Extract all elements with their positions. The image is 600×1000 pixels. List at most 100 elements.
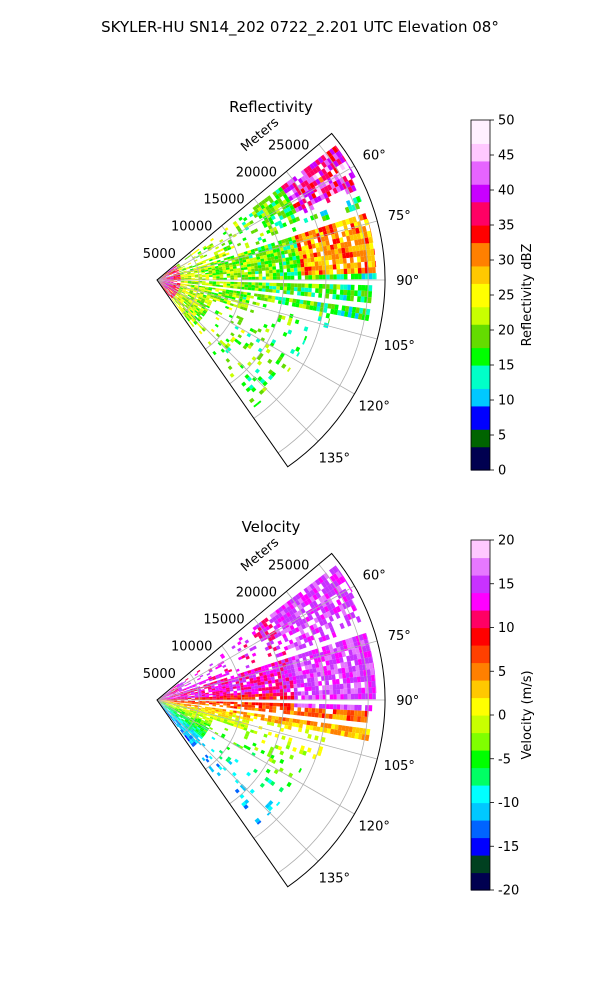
- data-cell: [176, 723, 180, 727]
- data-cell: [186, 313, 190, 317]
- data-cell: [290, 348, 296, 355]
- colorbar-tick-label: 35: [498, 219, 515, 234]
- data-cell: [340, 242, 345, 249]
- data-cell: [269, 705, 273, 710]
- data-cell: [261, 708, 266, 712]
- data-cell: [308, 695, 313, 700]
- data-cell: [209, 702, 213, 705]
- data-cell: [263, 677, 268, 682]
- data-cell: [243, 307, 248, 311]
- data-cell: [307, 712, 312, 717]
- data-cell: [332, 679, 337, 685]
- data-cell: [185, 291, 189, 294]
- colorbar-segment: [471, 586, 490, 594]
- data-cell: [313, 721, 318, 727]
- data-cell: [294, 627, 300, 633]
- data-cell: [280, 659, 286, 664]
- data-cell: [350, 688, 355, 694]
- data-cell: [201, 274, 206, 277]
- data-cell: [298, 749, 304, 755]
- data-cell: [345, 638, 351, 645]
- data-cell: [204, 728, 209, 732]
- data-cell: [325, 284, 330, 290]
- data-cell: [198, 261, 203, 264]
- data-cell: [194, 672, 199, 676]
- data-cell: [272, 276, 277, 280]
- data-cell: [354, 239, 359, 246]
- data-cell: [353, 290, 358, 297]
- data-cell: [208, 719, 213, 723]
- data-cell: [233, 272, 238, 276]
- data-cell: [230, 675, 235, 679]
- data-cell: [333, 663, 338, 670]
- data-cell: [182, 288, 187, 291]
- data-cell: [289, 244, 295, 250]
- data-cell: [177, 685, 181, 688]
- data-cell: [189, 309, 194, 314]
- data-cell: [200, 712, 204, 715]
- data-cell: [370, 230, 373, 237]
- data-cell: [258, 389, 265, 395]
- data-cell: [192, 737, 196, 742]
- data-cell: [357, 682, 362, 689]
- data-cell: [290, 695, 295, 700]
- data-cell: [187, 696, 192, 699]
- data-cell: [219, 274, 224, 277]
- data-cell: [205, 701, 210, 703]
- data-cell: [226, 256, 231, 260]
- data-cell: [273, 633, 279, 639]
- data-cell: [324, 655, 329, 662]
- data-cell: [293, 243, 298, 249]
- data-cell: [236, 710, 241, 714]
- colorbar-segment: [471, 604, 490, 611]
- data-cell: [187, 704, 192, 706]
- data-cell: [222, 271, 227, 275]
- data-cell: [232, 686, 237, 690]
- data-cell: [243, 727, 248, 731]
- data-cell: [340, 284, 344, 290]
- data-cell: [323, 152, 330, 160]
- data-cell: [232, 714, 237, 718]
- data-cell: [189, 291, 193, 294]
- data-cell: [212, 696, 217, 699]
- data-cell: [219, 719, 224, 723]
- data-cell: [324, 255, 329, 261]
- data-cell: [194, 691, 198, 694]
- data-cell: [339, 163, 346, 171]
- data-cell: [341, 219, 347, 226]
- data-cell: [170, 281, 174, 282]
- data-cell: [306, 597, 313, 605]
- data-cell: [193, 269, 198, 272]
- data-cell: [185, 687, 190, 690]
- data-cell: [219, 248, 225, 252]
- data-cell: [184, 719, 189, 723]
- data-cell: [211, 292, 215, 295]
- colorbar-segment: [471, 370, 490, 378]
- data-cell: [176, 705, 180, 708]
- data-cell: [367, 296, 372, 304]
- data-cell: [166, 708, 170, 712]
- data-cell: [286, 186, 292, 192]
- data-cell: [205, 275, 210, 278]
- data-cell: [293, 263, 298, 269]
- data-cell: [223, 246, 228, 250]
- range-tick-label: 10000: [171, 220, 212, 235]
- data-cell: [295, 299, 301, 304]
- data-cell: [233, 697, 238, 700]
- data-cell: [160, 284, 164, 288]
- data-cell: [322, 265, 326, 271]
- data-cell: [194, 285, 199, 287]
- data-cell: [264, 244, 269, 249]
- data-cell: [269, 689, 273, 694]
- data-cell: [283, 602, 290, 609]
- data-cell: [198, 741, 202, 746]
- data-cell: [165, 275, 170, 277]
- data-cell: [270, 371, 277, 377]
- data-cell: [369, 662, 374, 670]
- data-cell: [206, 303, 211, 307]
- data-cell: [184, 300, 188, 304]
- colorbar-segment: [471, 429, 490, 436]
- data-cell: [192, 292, 197, 295]
- data-cell: [173, 702, 178, 704]
- data-cell: [333, 274, 337, 280]
